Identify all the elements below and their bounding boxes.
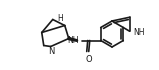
Text: NH: NH <box>67 35 79 45</box>
Polygon shape <box>68 37 77 41</box>
Text: H: H <box>58 14 63 23</box>
Text: N: N <box>48 46 55 56</box>
Text: NH: NH <box>133 28 145 37</box>
Text: O: O <box>86 55 93 64</box>
